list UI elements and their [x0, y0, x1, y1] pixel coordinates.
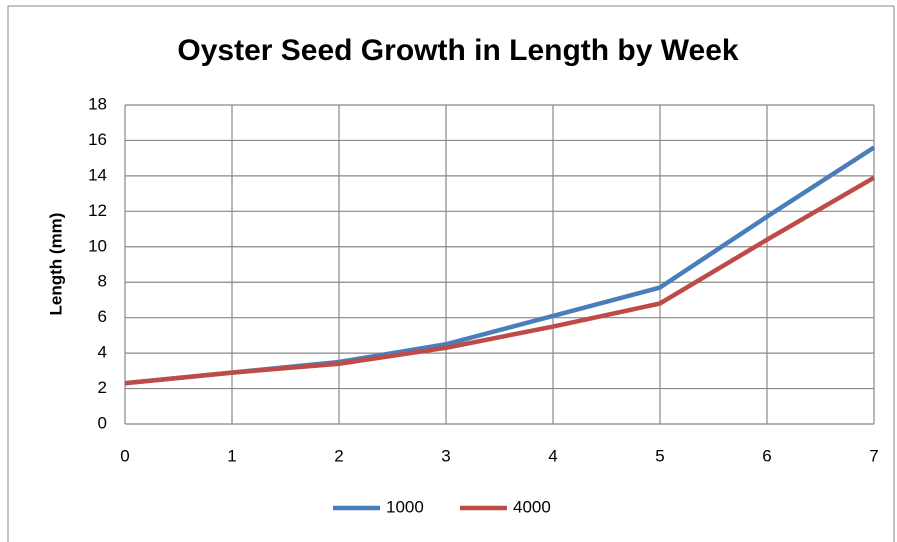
y-tick-label: 2 [98, 378, 107, 397]
x-tick-label: 5 [655, 446, 664, 465]
x-tick-label: 3 [441, 446, 450, 465]
y-tick-label: 0 [98, 413, 107, 432]
x-tick-label: 7 [869, 446, 878, 465]
chart-frame [7, 5, 895, 542]
y-tick-label: 18 [88, 94, 107, 113]
x-tick-label: 0 [120, 446, 129, 465]
y-tick-label: 14 [88, 165, 107, 184]
y-tick-label: 16 [88, 130, 107, 149]
legend-label: 1000 [386, 497, 424, 516]
x-tick-label: 4 [548, 446, 557, 465]
legend-label: 4000 [513, 497, 551, 516]
y-axis-title: Length (mm) [46, 213, 65, 316]
y-tick-label: 12 [88, 201, 107, 220]
y-tick-label: 10 [88, 236, 107, 255]
y-tick-label: 8 [98, 272, 107, 291]
y-tick-label: 6 [98, 307, 107, 326]
x-tick-label: 1 [227, 446, 236, 465]
x-tick-label: 2 [334, 446, 343, 465]
x-tick-label: 6 [762, 446, 771, 465]
y-tick-label: 4 [98, 343, 107, 362]
series-line [124, 175, 876, 386]
chart-title: Oyster Seed Growth in Length by Week [177, 34, 739, 67]
